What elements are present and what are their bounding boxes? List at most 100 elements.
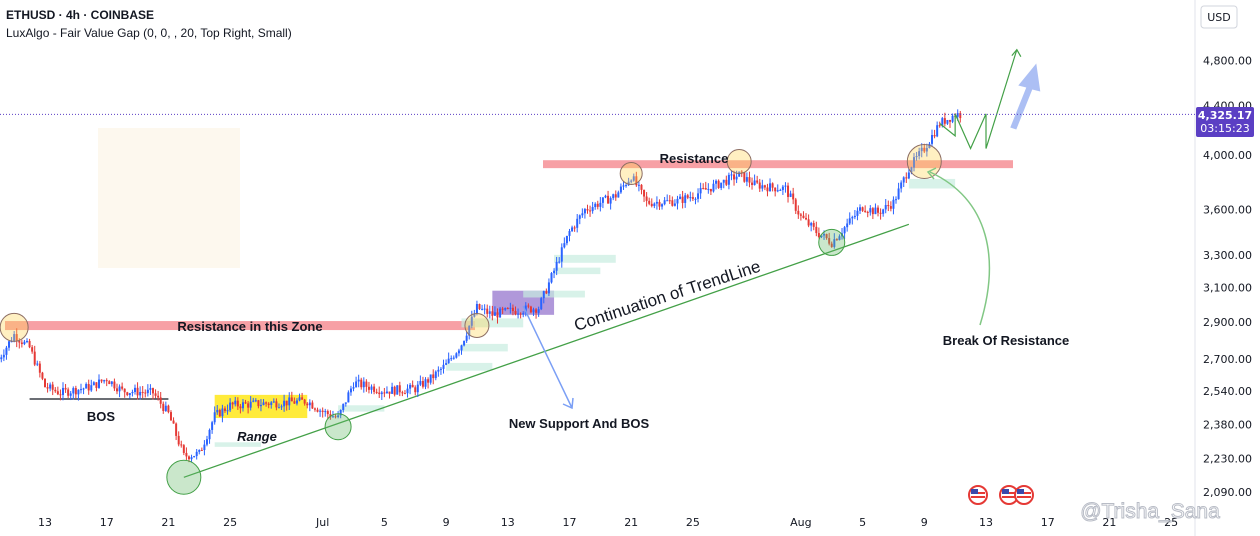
candle-body bbox=[594, 203, 597, 208]
candle-body bbox=[249, 401, 252, 408]
candle-body bbox=[463, 340, 466, 346]
fair-value-gap bbox=[461, 343, 508, 352]
candle-body bbox=[622, 185, 625, 187]
last-price: 4,325.17 03:15:23 bbox=[0, 107, 1254, 137]
fair-value-gap bbox=[461, 318, 524, 328]
candle-body bbox=[49, 384, 52, 389]
candle-body bbox=[923, 147, 926, 152]
candle-body bbox=[835, 239, 838, 241]
candle-body bbox=[599, 202, 602, 207]
fair-value-gap bbox=[523, 290, 585, 298]
candle-body bbox=[18, 341, 21, 343]
candle-body bbox=[409, 384, 412, 389]
candle-body bbox=[154, 393, 157, 396]
candle-body bbox=[535, 309, 538, 313]
candle-body bbox=[583, 209, 586, 214]
candle-body bbox=[892, 199, 895, 209]
candle-body bbox=[830, 243, 833, 247]
candle-body bbox=[208, 429, 211, 440]
candle-body bbox=[563, 243, 566, 248]
candle-body bbox=[702, 187, 705, 189]
candle-body bbox=[843, 227, 846, 234]
x-tick-label: 13 bbox=[38, 516, 52, 529]
candle-body bbox=[815, 226, 818, 234]
candle-body bbox=[658, 201, 661, 207]
candle-body bbox=[478, 304, 481, 310]
candle-body bbox=[126, 392, 129, 396]
candle-body bbox=[198, 449, 201, 452]
candle-body bbox=[823, 234, 826, 236]
candle-body bbox=[437, 369, 440, 372]
candle-body bbox=[460, 345, 463, 351]
candle-body bbox=[28, 340, 31, 348]
candle-body bbox=[79, 389, 82, 391]
candle-body bbox=[252, 400, 255, 402]
candle-body bbox=[67, 389, 70, 396]
candle-body bbox=[216, 409, 219, 413]
us-flag-icon[interactable] bbox=[968, 485, 988, 505]
candle-body bbox=[730, 174, 733, 176]
candle-body bbox=[254, 400, 257, 402]
indicator-title[interactable]: LuxAlgo - Fair Value Gap (0, 0, , 20, To… bbox=[6, 26, 292, 40]
candle-body bbox=[938, 125, 941, 127]
event-flags[interactable] bbox=[968, 485, 1034, 505]
candle-body bbox=[311, 402, 314, 409]
candle-body bbox=[571, 227, 574, 232]
candle-body bbox=[329, 414, 332, 418]
candle-body bbox=[69, 393, 72, 396]
candle-body bbox=[270, 402, 273, 405]
label-resistance-zone: Resistance in this Zone bbox=[177, 319, 322, 334]
candle-body bbox=[221, 408, 224, 417]
candle-body bbox=[427, 379, 430, 383]
candle-body bbox=[853, 215, 856, 218]
candle-body bbox=[92, 382, 95, 386]
price-axis[interactable] bbox=[1195, 0, 1260, 536]
candle-body bbox=[265, 402, 268, 404]
candle-body bbox=[218, 409, 221, 417]
candle-body bbox=[645, 196, 648, 201]
candle-body bbox=[666, 200, 669, 202]
candle-body bbox=[936, 125, 939, 137]
candle-body bbox=[573, 227, 576, 229]
currency-button[interactable] bbox=[1200, 5, 1238, 29]
candle-body bbox=[211, 422, 214, 430]
candle-body bbox=[283, 400, 286, 407]
candle-body bbox=[205, 439, 208, 445]
candle-body bbox=[946, 120, 949, 124]
candle-body bbox=[313, 408, 316, 410]
candle-body bbox=[859, 207, 862, 211]
fair-value-gap bbox=[214, 442, 261, 447]
resistance-zone-top bbox=[543, 160, 1013, 169]
candle-body bbox=[897, 188, 900, 200]
candle-body bbox=[169, 412, 172, 421]
candle-body bbox=[164, 405, 167, 411]
curved-arrow bbox=[929, 171, 991, 326]
label-new-support: New Support And BOS bbox=[509, 416, 650, 431]
candle-body bbox=[555, 261, 558, 271]
candle-body bbox=[874, 207, 877, 215]
candle-body bbox=[951, 115, 954, 122]
candle-body bbox=[589, 210, 592, 212]
candle-body bbox=[13, 334, 16, 342]
candle-body bbox=[226, 410, 229, 412]
candle-body bbox=[627, 181, 630, 186]
candle-body bbox=[229, 402, 232, 411]
candle-body bbox=[928, 143, 931, 149]
candle-body bbox=[303, 399, 306, 404]
candle-body bbox=[529, 306, 532, 313]
retest-circle bbox=[464, 313, 490, 339]
axes: 4,800.004,400.004,000.003,600.003,300.00… bbox=[38, 54, 1252, 529]
symbol-title[interactable]: ETHUSD · 4h · COINBASE bbox=[6, 8, 155, 22]
candle-body bbox=[97, 379, 100, 388]
candle-body bbox=[871, 208, 874, 215]
candle-body bbox=[195, 451, 198, 457]
candle-body bbox=[367, 386, 370, 390]
label-bos: BOS bbox=[87, 409, 116, 424]
candle-body bbox=[581, 213, 584, 216]
candle-body bbox=[720, 182, 723, 188]
us-flag-icon[interactable] bbox=[1014, 485, 1034, 505]
label-resistance: Resistance bbox=[660, 151, 729, 166]
candle-body bbox=[900, 182, 903, 189]
candle-body bbox=[159, 397, 162, 404]
